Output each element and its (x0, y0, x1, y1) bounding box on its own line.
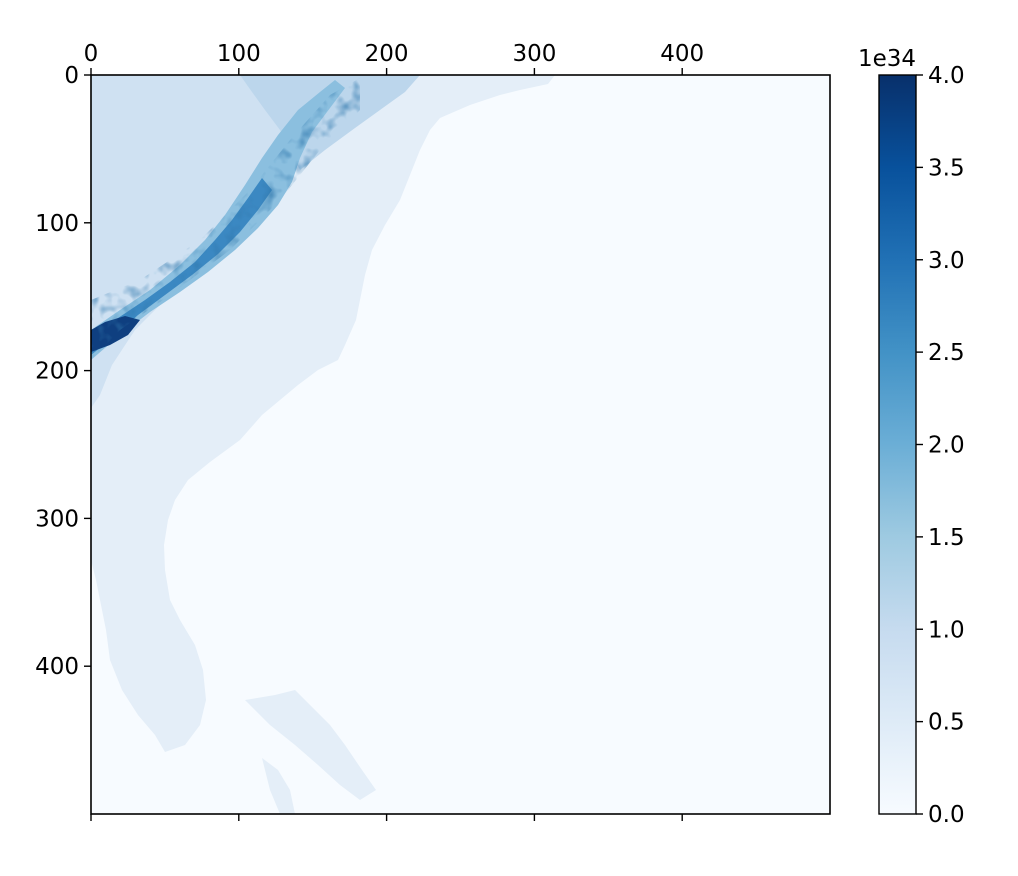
colorbar-tick-label-0: 0.0 (928, 802, 965, 828)
y-tick-label-2: 200 (35, 359, 79, 385)
x-tick-label-0: 0 (84, 41, 99, 67)
x-tick-label-3: 300 (512, 41, 556, 67)
y-tick-label-0: 0 (64, 63, 79, 89)
y-tick-label-4: 400 (35, 654, 79, 680)
heatmap-image (91, 75, 830, 814)
colorbar-tick-label-2: 1.0 (928, 617, 965, 643)
x-tick-label-2: 200 (365, 41, 409, 67)
x-tick-label-4: 400 (660, 41, 704, 67)
colorbar-tick-label-6: 3.0 (928, 248, 965, 274)
colorbar-offset-text: 1e34 (858, 46, 916, 72)
y-tick-label-3: 300 (35, 506, 79, 532)
x-axis-ticks: 0 100 200 300 400 (84, 41, 704, 821)
colorbar (878, 74, 917, 815)
colorbar-tick-label-5: 2.5 (928, 340, 965, 366)
y-axis-ticks: 0 100 200 300 400 (35, 63, 91, 680)
colorbar-tick-label-3: 1.5 (928, 525, 965, 551)
colorbar-tick-label-4: 2.0 (928, 433, 965, 459)
colorbar-tick-label-8: 4.0 (928, 63, 965, 89)
plot-frame (90, 74, 831, 815)
colorbar-tick-label-7: 3.5 (928, 155, 965, 181)
region-ridge-texture (91, 78, 360, 360)
colorbar-tick-label-1: 0.5 (928, 710, 965, 736)
region-island-south (262, 758, 295, 814)
x-tick-label-1: 100 (217, 41, 261, 67)
colorbar-ticks: 0.0 0.5 1.0 1.5 2.0 2.5 3.0 3.5 4.0 (916, 63, 965, 828)
region-island (245, 690, 376, 800)
y-tick-label-1: 100 (35, 211, 79, 237)
